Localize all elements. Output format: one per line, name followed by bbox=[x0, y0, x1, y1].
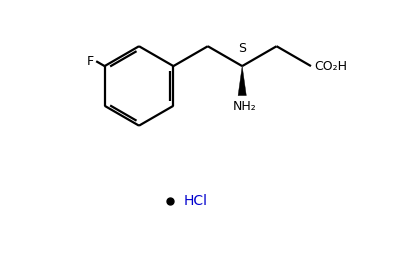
Text: S: S bbox=[238, 42, 246, 55]
Polygon shape bbox=[238, 66, 246, 96]
Text: HCl: HCl bbox=[184, 194, 208, 208]
Text: NH₂: NH₂ bbox=[233, 100, 257, 113]
Text: F: F bbox=[87, 55, 94, 68]
Text: CO₂H: CO₂H bbox=[314, 60, 347, 73]
